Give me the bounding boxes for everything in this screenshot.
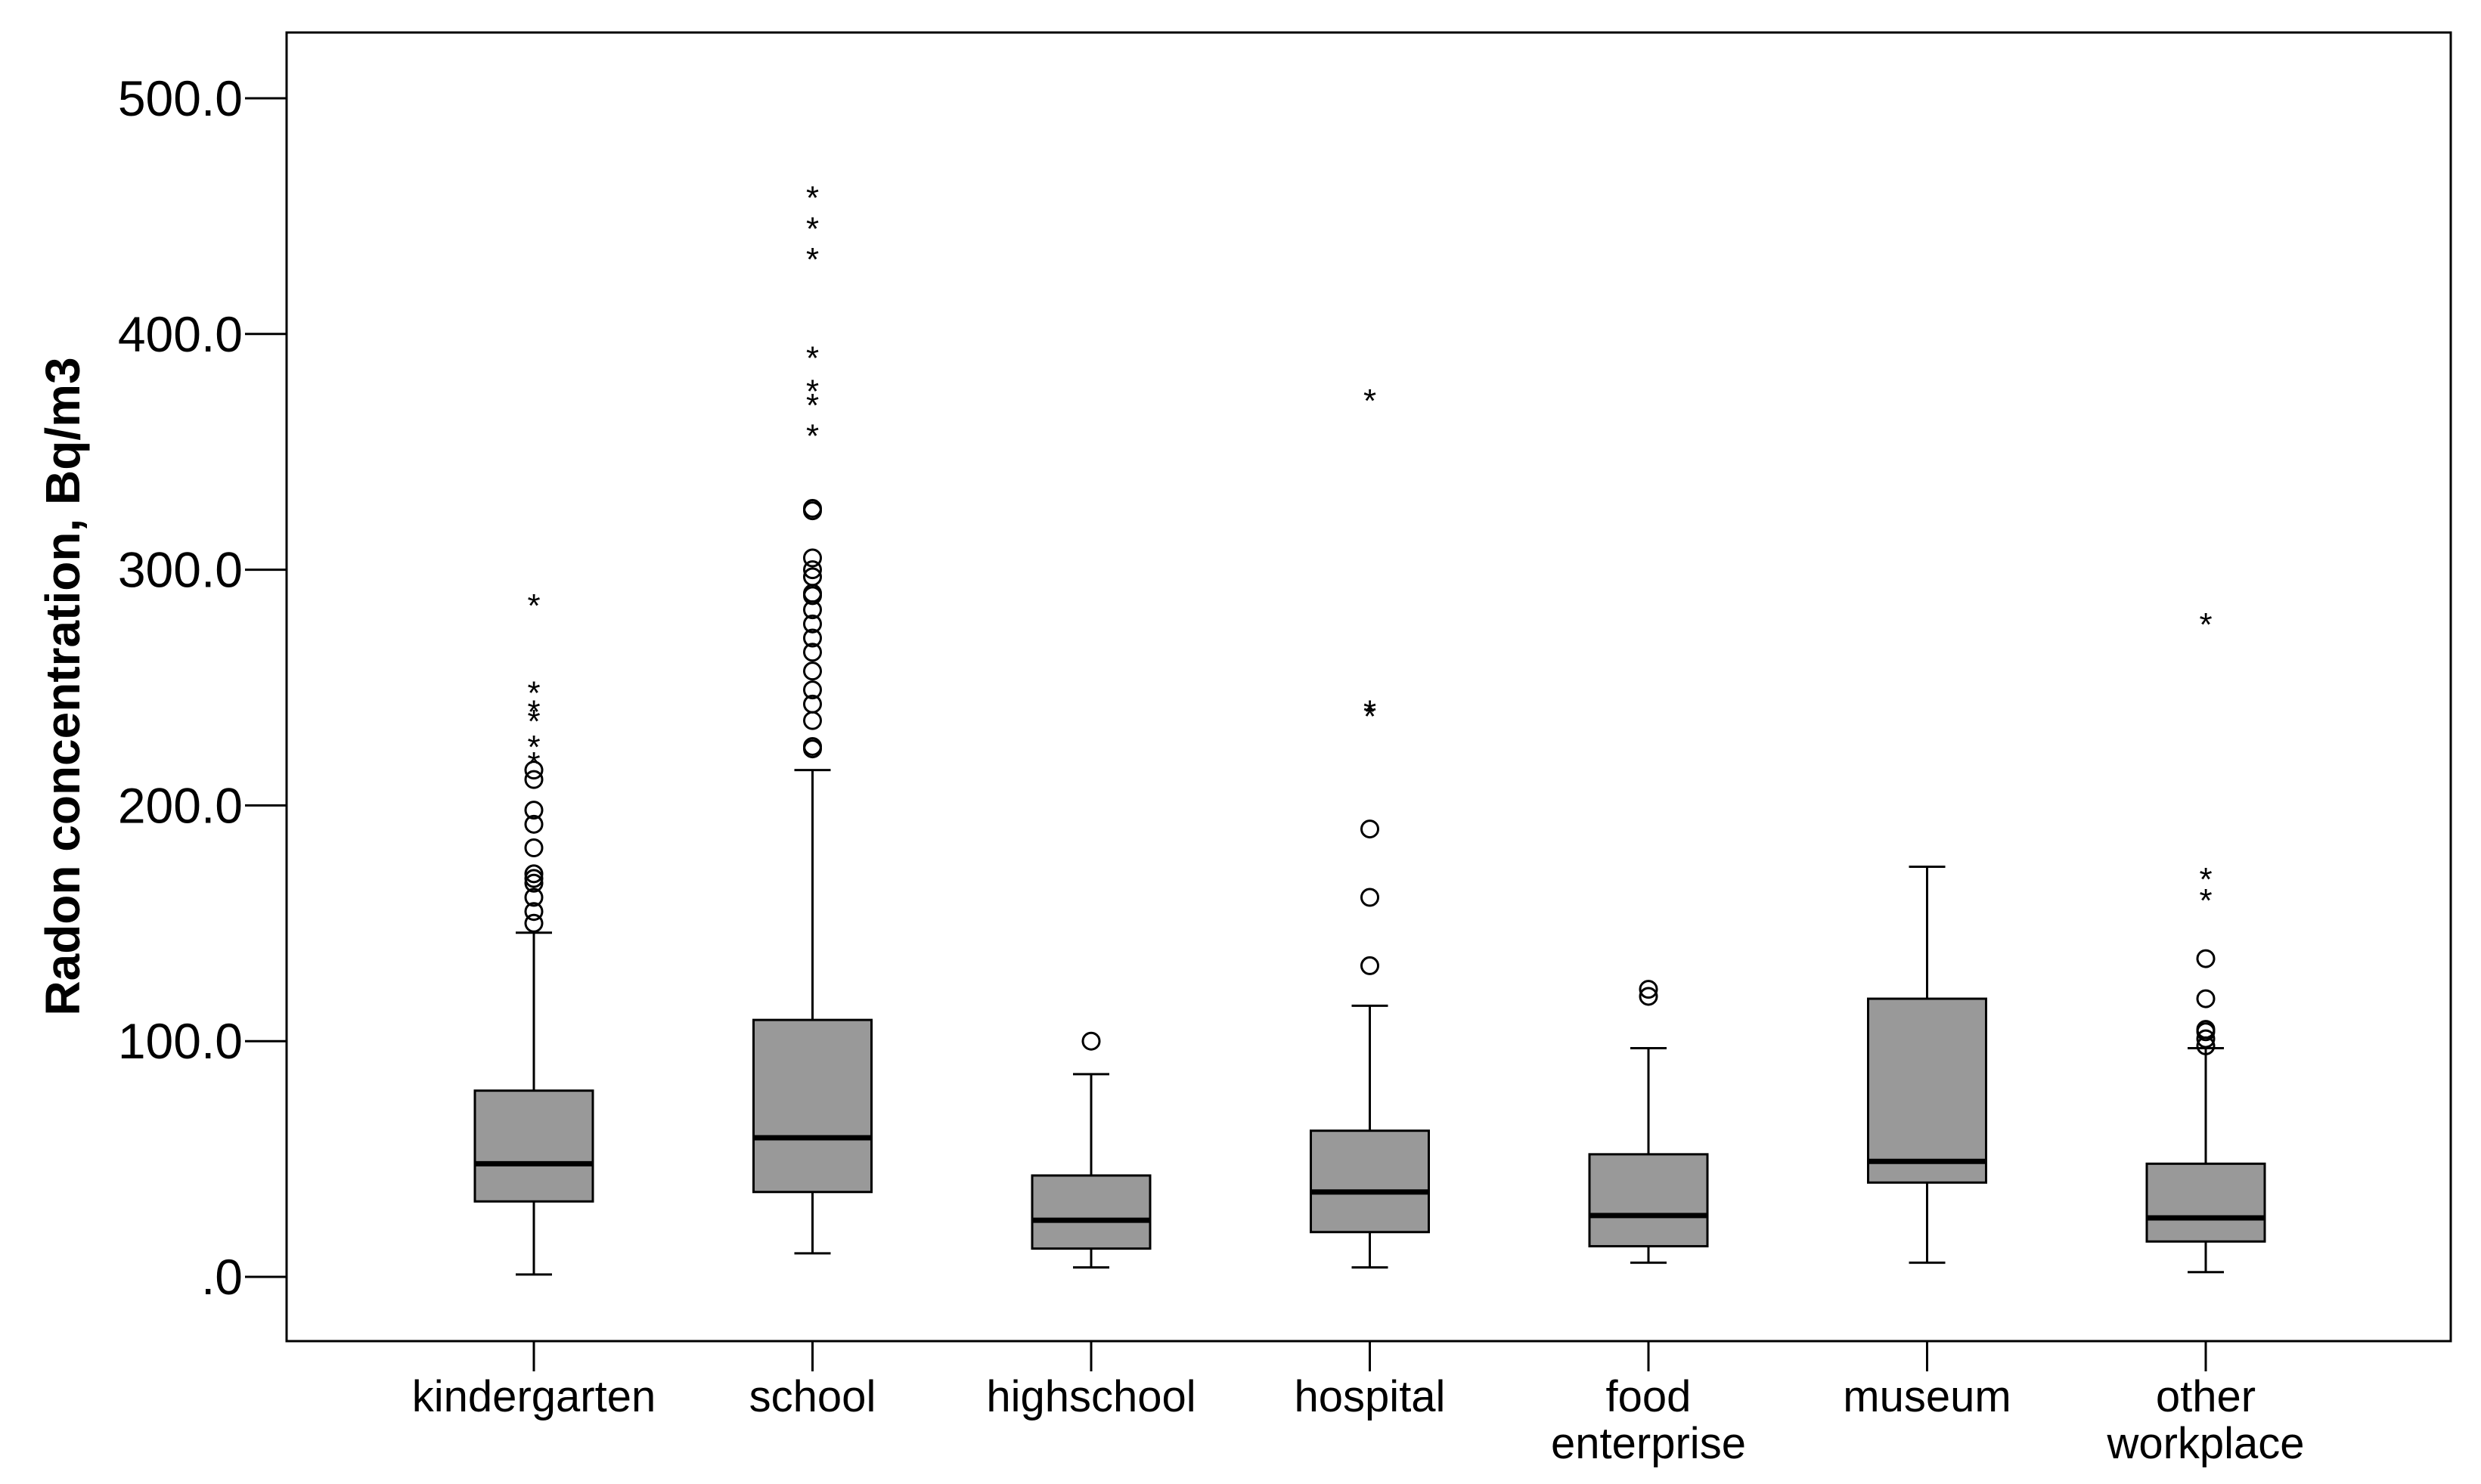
extreme-point: * [806, 387, 819, 424]
boxes: ******************* [473, 180, 2266, 1276]
outlier-point [1639, 987, 1658, 1006]
extreme-point: * [2199, 882, 2212, 919]
extreme-point: * [806, 340, 819, 377]
box-group [1588, 980, 1709, 1264]
extreme-point: * [806, 241, 819, 278]
extreme-point: * [806, 180, 819, 217]
extreme-point: * [527, 703, 540, 740]
extreme-point: * [2199, 606, 2212, 643]
outlier-point [524, 869, 544, 888]
outlier-point [524, 873, 544, 893]
outlier-point [803, 628, 822, 648]
extreme-point: * [1363, 383, 1376, 420]
outlier-point [1360, 888, 1379, 907]
iqr-box [752, 1018, 873, 1194]
box-group [1867, 865, 1987, 1264]
y-tick-label: 100.0 [118, 1013, 243, 1069]
x-tick-label: hospital [1295, 1372, 1446, 1421]
x-tick-label: food [1606, 1372, 1692, 1421]
outlier-point [803, 548, 822, 568]
iqr-box [2145, 1162, 2266, 1243]
outlier-point [1081, 1031, 1101, 1051]
outlier-point [524, 770, 544, 789]
extreme-point: * [1363, 699, 1376, 736]
iqr-box [473, 1089, 594, 1203]
iqr-box [1867, 997, 1987, 1184]
outlier-point [524, 913, 544, 933]
outlier-point [803, 614, 822, 634]
iqr-box [1031, 1174, 1152, 1250]
extreme-point: * [806, 418, 819, 455]
extreme-point: * [527, 693, 540, 730]
x-tick-label: kindergarten [412, 1372, 656, 1421]
box-group: *** [1310, 383, 1430, 1269]
y-tick-label: 300.0 [118, 542, 243, 598]
y-tick-label: 400.0 [118, 306, 243, 362]
extreme-point: * [527, 587, 540, 624]
outlier-point [803, 680, 822, 700]
outlier-point [803, 643, 822, 662]
x-tick-label: school [749, 1372, 876, 1421]
outlier-point [1360, 956, 1379, 975]
box-group [1031, 1031, 1152, 1269]
outlier-point [803, 661, 822, 681]
outlier-point [803, 499, 822, 519]
x-tick-label: museum [1843, 1372, 2011, 1421]
y-axis: .0 100.0 200.0 300.0 400.0 500.0 [118, 70, 287, 1305]
extreme-point: * [527, 745, 540, 782]
extreme-point: * [527, 675, 540, 712]
box-group: ****** [473, 587, 594, 1276]
outlier-point [803, 711, 822, 730]
y-tick-label: 200.0 [118, 777, 243, 833]
outlier-point [524, 761, 544, 780]
extreme-point: * [527, 729, 540, 766]
iqr-box [1310, 1129, 1430, 1234]
outlier-point [524, 902, 544, 922]
outlier-point [803, 567, 822, 587]
outlier-point [524, 888, 544, 907]
outlier-point [1639, 980, 1658, 999]
y-tick-label: .0 [201, 1249, 243, 1305]
outlier-point [1360, 819, 1379, 839]
outlier-point [524, 838, 544, 858]
x-tick-label: other [2156, 1372, 2256, 1421]
outlier-point [2196, 1029, 2216, 1049]
outlier-point [524, 864, 544, 884]
outlier-point [2196, 989, 2216, 1008]
outlier-point [803, 694, 822, 714]
box-group: ******* [752, 180, 873, 1255]
outlier-point [803, 736, 822, 756]
iqr-box [1588, 1153, 1709, 1247]
outlier-point [524, 814, 544, 834]
x-tick-label: enterprise [1551, 1419, 1746, 1468]
x-axis: kindergarten school highschool hospital food… [412, 1341, 2305, 1468]
x-tick-label: workplace [2106, 1419, 2304, 1468]
extreme-point: * [806, 373, 819, 410]
outlier-point [803, 560, 822, 580]
extreme-point: * [806, 210, 819, 247]
outlier-point [2196, 1020, 2216, 1039]
box-group: *** [2145, 606, 2266, 1274]
extreme-point: * [2199, 861, 2212, 898]
x-tick-label: highschool [986, 1372, 1196, 1421]
outlier-point [2196, 949, 2216, 968]
y-tick-label: 500.0 [118, 70, 243, 126]
y-axis-title: Radon concentration, Bq/m3 [36, 357, 90, 1015]
extreme-point: * [1363, 693, 1376, 730]
outlier-point [524, 801, 544, 820]
